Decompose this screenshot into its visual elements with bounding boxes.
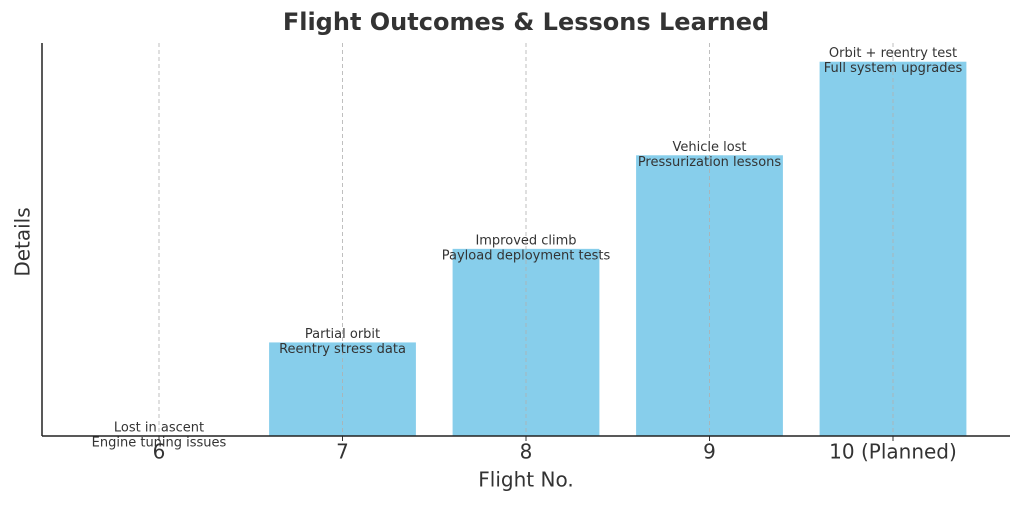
y-axis-label: Details (11, 207, 35, 276)
bar-label: Engine tuning issues (92, 436, 227, 451)
bar-label: Partial orbit (305, 327, 380, 342)
bar-label: Full system upgrades (824, 61, 963, 76)
bar-label: Pressurization lessons (638, 155, 782, 170)
bar-label: Orbit + reentry test (829, 46, 957, 61)
bar-label: Payload deployment tests (442, 248, 611, 263)
x-tick-label: 9 (703, 440, 716, 464)
chart-title: Flight Outcomes & Lessons Learned (283, 8, 769, 36)
x-axis-label: Flight No. (478, 468, 573, 492)
x-tick-label: 7 (336, 440, 349, 464)
bar (452, 248, 600, 436)
bar-label: Vehicle lost (672, 140, 746, 155)
bar-label: Reentry stress data (279, 342, 406, 357)
x-tick-label: 8 (520, 440, 533, 464)
bar-label: Lost in ascent (114, 421, 204, 436)
bar-label: Improved climb (475, 233, 576, 248)
x-tick-label: 10 (Planned) (829, 440, 957, 464)
x-tick-label: 6 (153, 440, 166, 464)
